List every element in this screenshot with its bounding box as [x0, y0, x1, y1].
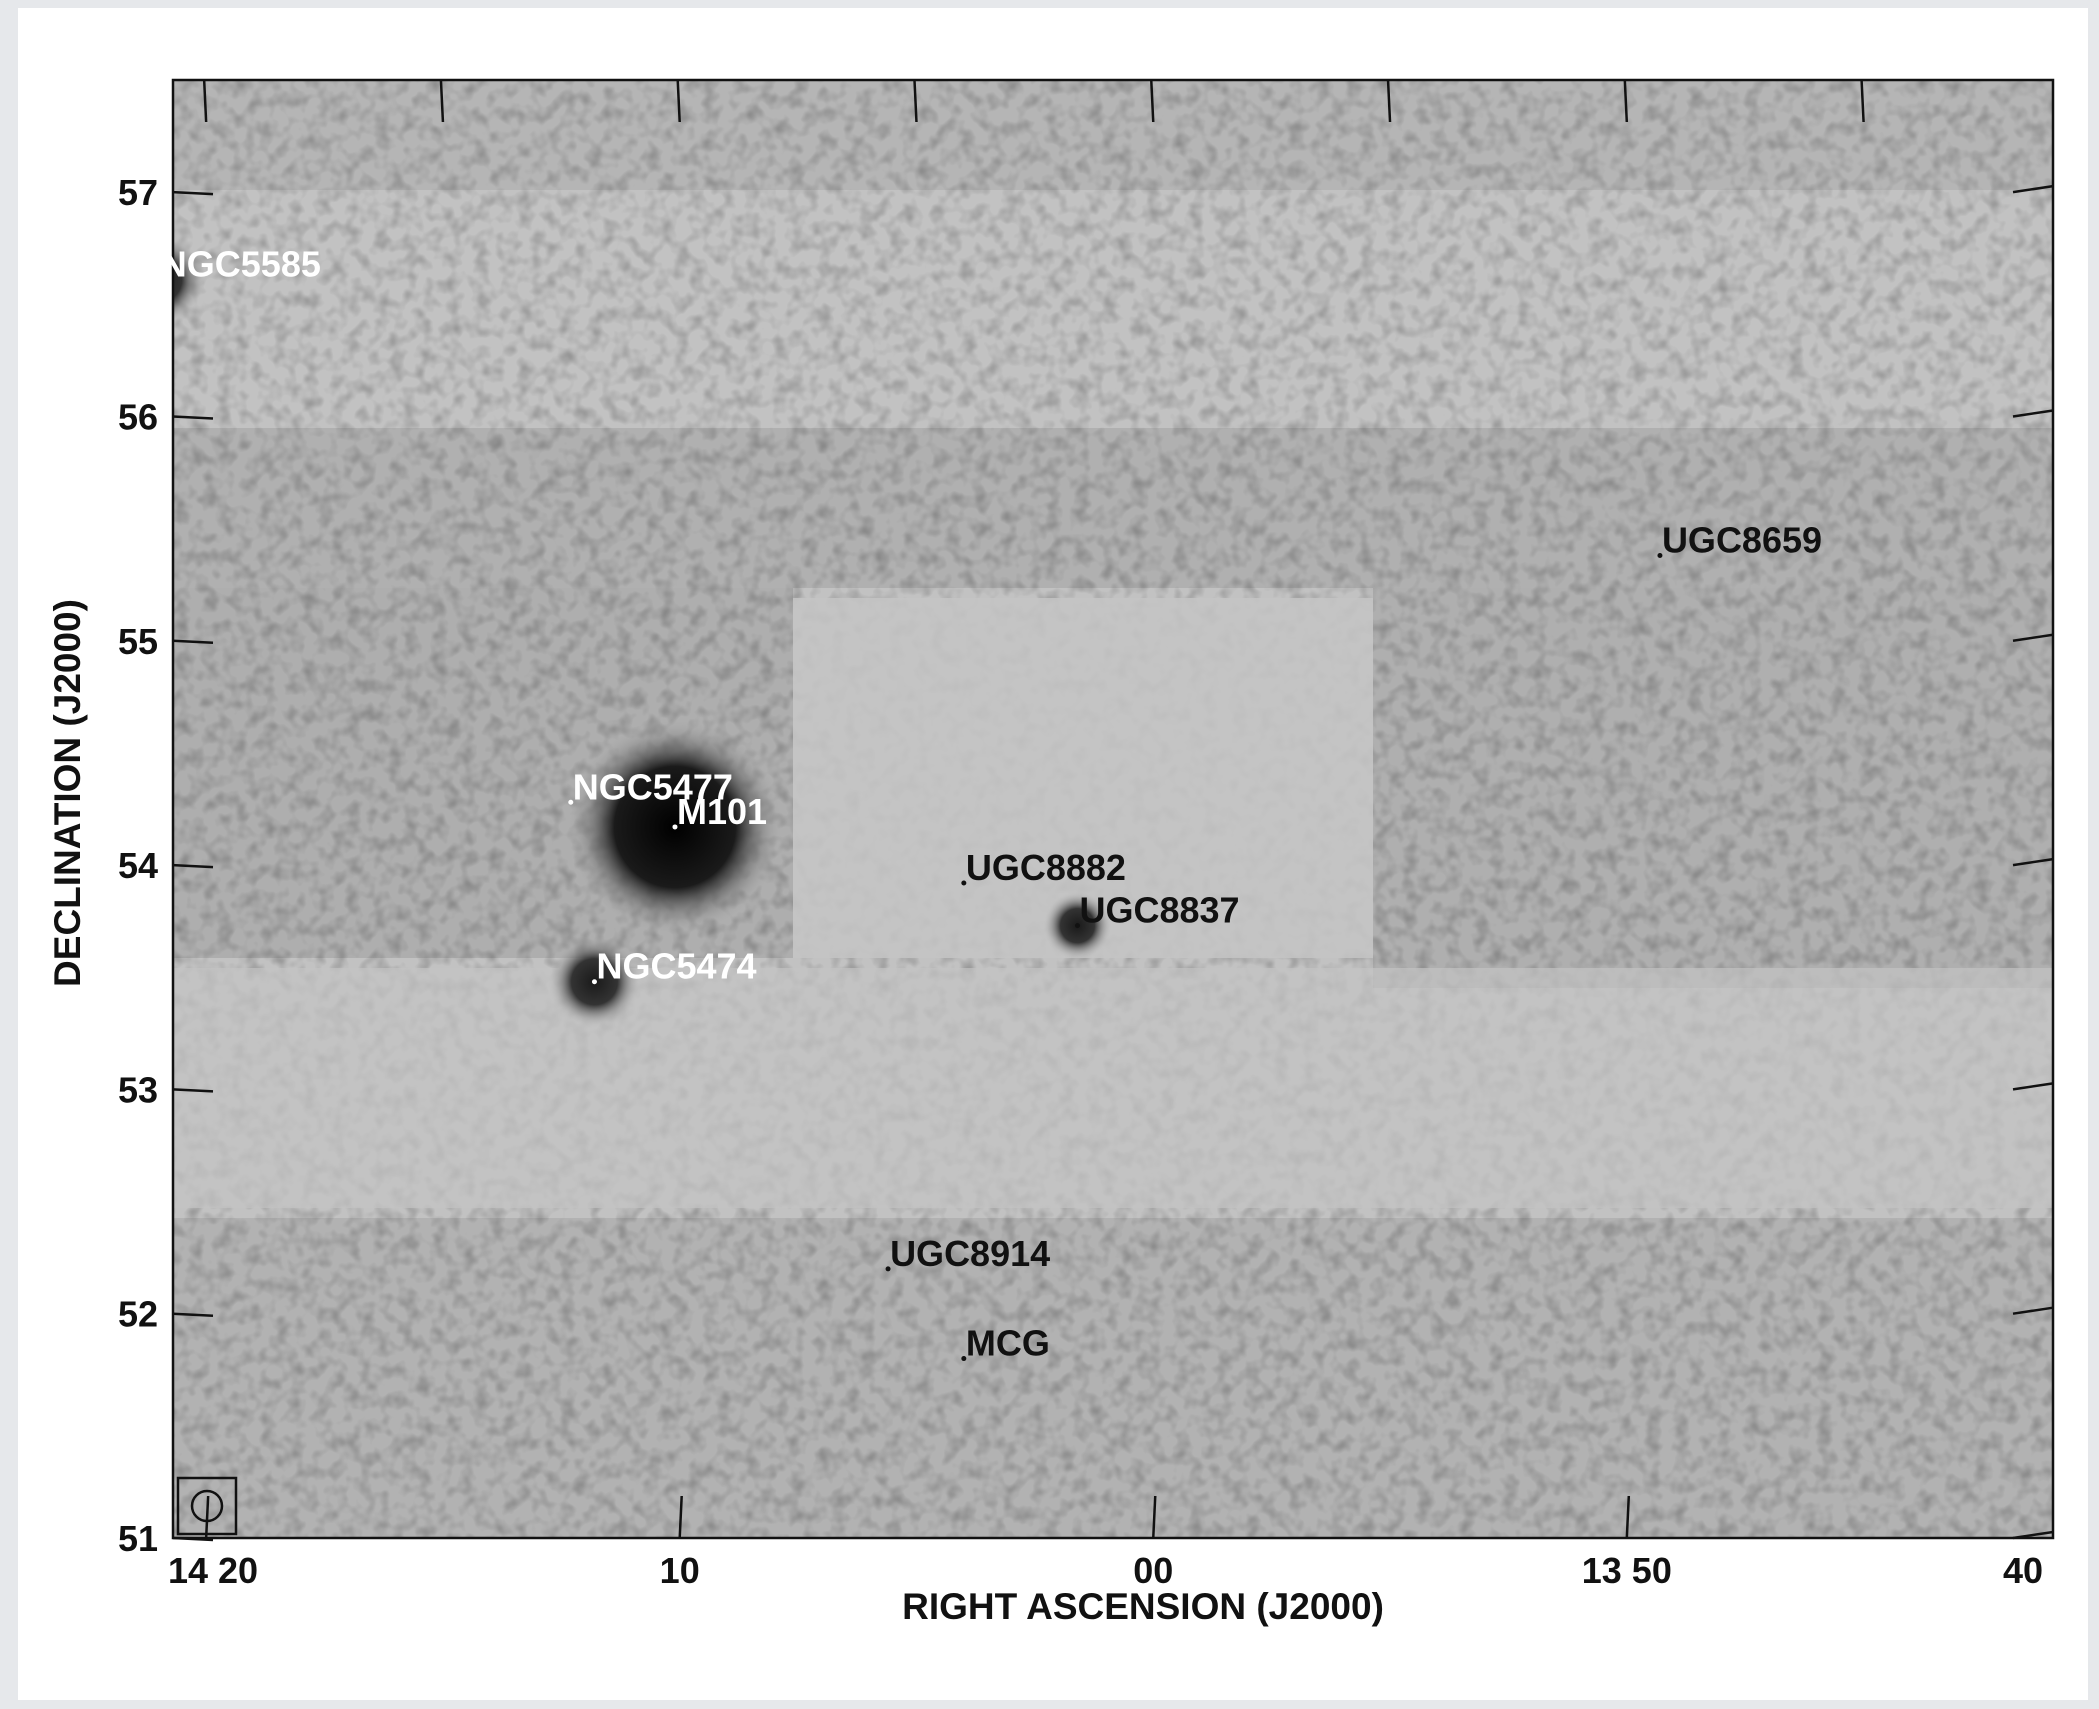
source-marker-ngc5474 — [591, 979, 597, 985]
x-tick-label-0: 14 20 — [168, 1550, 258, 1591]
source-marker-m101 — [672, 824, 678, 830]
x-tick-label-1: 10 — [660, 1550, 700, 1591]
y-tick-left-0 — [172, 1536, 214, 1542]
x-minor-tick-top-0 — [439, 79, 445, 123]
x-axis-ticks: 14 20 10 00 13 50 40 — [168, 79, 2043, 1591]
y-tick-label-4: 55 — [118, 621, 158, 662]
y-tick-right-2 — [2012, 1082, 2054, 1091]
noise-bands — [173, 80, 2053, 1538]
y-tick-left-6 — [172, 190, 214, 196]
y-tick-label-6: 57 — [118, 172, 158, 213]
x-minor-tick-top-2 — [1386, 79, 1392, 123]
x-minor-tick-top-3 — [1860, 79, 1865, 123]
source-label-ugc8914: UGC8914 — [890, 1233, 1050, 1274]
x-tick-top-1 — [676, 79, 681, 123]
y-tick-label-3: 54 — [118, 845, 158, 886]
y-tick-label-1: 52 — [118, 1294, 158, 1335]
emission-ngc5585 — [173, 235, 205, 324]
source-label-ugc8837: UGC8837 — [1079, 890, 1239, 931]
y-tick-right-3 — [2012, 857, 2054, 867]
source-label-ugc8659: UGC8659 — [1662, 520, 1822, 561]
source-label-ngc5585: NGC5585 — [161, 244, 321, 285]
source-label-ugc8882: UGC8882 — [966, 847, 1126, 888]
y-tick-right-5 — [2012, 409, 2054, 418]
y-tick-left-4 — [172, 639, 214, 645]
y-tick-label-0: 51 — [118, 1518, 158, 1559]
x-tick-label-4: 40 — [2003, 1550, 2043, 1591]
x-tick-top-3 — [1623, 79, 1629, 123]
y-tick-label-5: 56 — [118, 396, 158, 437]
y-tick-right-0 — [2012, 1530, 2054, 1540]
source-label-ngc5474: NGC5474 — [596, 946, 756, 987]
source-marker-ugc8914 — [885, 1266, 891, 1272]
y-tick-left-5 — [172, 415, 214, 420]
source-marker-ugc8659 — [1657, 553, 1663, 559]
y-axis-ticks: 51 52 53 54 55 56 57 — [118, 172, 2054, 1559]
source-marker-mcg — [961, 1356, 967, 1362]
y-tick-right-6 — [2012, 184, 2054, 194]
y-tick-right-4 — [2012, 633, 2054, 643]
x-tick-bottom-2 — [1152, 1495, 1157, 1539]
source-label-m101: M101 — [677, 791, 767, 832]
x-axis-label: RIGHT ASCENSION (J2000) — [902, 1586, 1384, 1627]
x-minor-tick-top-1 — [913, 79, 918, 123]
x-tick-top-2 — [1150, 79, 1155, 123]
source-marker-ugc8882 — [961, 880, 967, 886]
y-axis-label: DECLINATION (J2000) — [47, 599, 88, 987]
source-label-mcg: MCG — [966, 1323, 1050, 1364]
x-tick-bottom-1 — [678, 1495, 683, 1539]
y-tick-left-3 — [172, 863, 214, 869]
plot-frame — [171, 78, 2055, 1540]
y-tick-right-1 — [2012, 1306, 2054, 1315]
source-marker-ngc5585 — [156, 277, 162, 283]
source-marker-ugc8837 — [1074, 923, 1080, 929]
y-tick-label-2: 53 — [118, 1069, 158, 1110]
x-tick-bottom-3 — [1625, 1495, 1631, 1539]
radio-image — [173, 80, 2053, 1538]
x-tick-top-0 — [202, 79, 208, 123]
x-tick-bottom-0 — [204, 1495, 210, 1539]
y-tick-left-1 — [172, 1312, 214, 1317]
source-label-ngc5477: NGC5477 — [573, 766, 733, 807]
source-marker-ngc5477 — [568, 799, 574, 805]
x-tick-label-2: 00 — [1133, 1550, 1173, 1591]
x-tick-label-3: 13 50 — [1582, 1550, 1672, 1591]
figure: 14 20 10 00 13 50 40 51 52 53 54 55 56 57 NGC5585 N… — [18, 8, 2088, 1700]
y-tick-left-2 — [172, 1088, 214, 1093]
